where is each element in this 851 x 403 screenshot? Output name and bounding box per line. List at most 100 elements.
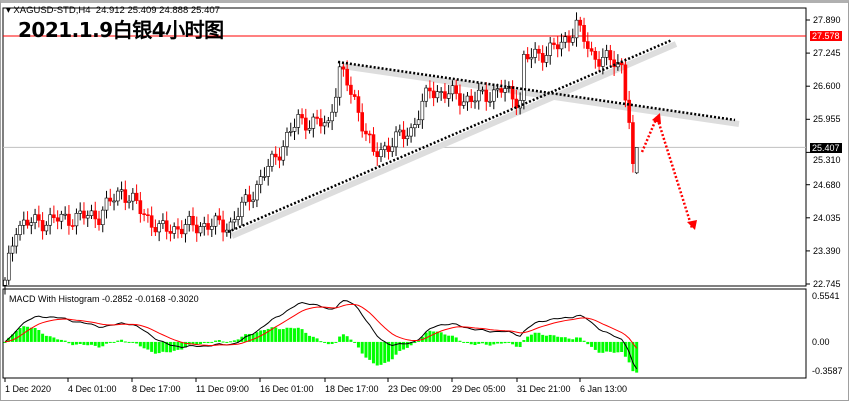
- price-axis-label: 23.390: [813, 245, 841, 256]
- macd-histogram-bar: [526, 336, 530, 342]
- macd-histogram-bar: [37, 329, 41, 342]
- bull-candle: [18, 225, 22, 235]
- bull-candle: [3, 279, 7, 286]
- dropdown-icon[interactable]: ▾: [6, 5, 14, 16]
- macd-histogram-bar: [387, 341, 391, 362]
- macd-histogram-bar: [398, 341, 402, 351]
- bear-candle: [25, 219, 30, 226]
- symbol-label: XAGUSD-STD,H4: [13, 5, 91, 16]
- bull-candle: [413, 124, 417, 129]
- macd-axis-label: -0.3587: [812, 366, 843, 376]
- macd-histogram-bar: [18, 328, 22, 342]
- bull-candle: [285, 132, 289, 147]
- symbol-header[interactable]: ▾ XAGUSD-STD,H4 24.912 25.409 24.888 25.…: [6, 5, 220, 16]
- bear-candle: [108, 197, 113, 202]
- macd-histogram-bar: [432, 331, 436, 342]
- bull-candle: [405, 135, 410, 140]
- bear-candle: [123, 189, 128, 203]
- bear-candle: [82, 210, 86, 219]
- price-axis-label: 22.745: [813, 279, 841, 289]
- bull-candle: [604, 50, 609, 58]
- bear-candle: [146, 214, 150, 217]
- trendline-shadow: [230, 41, 678, 239]
- macd-histogram-bar: [631, 341, 635, 372]
- bull-candle: [533, 48, 537, 58]
- price-axis-label: 25.955: [813, 114, 841, 125]
- macd-histogram-bar: [533, 332, 537, 342]
- bull-candle: [59, 213, 64, 222]
- resistance-trendline: [337, 60, 736, 122]
- macd-histogram-bar: [22, 326, 26, 342]
- time-axis-label: 29 Dec 05:00: [452, 384, 506, 394]
- signal-line: [4, 303, 638, 349]
- bear-candle: [540, 53, 545, 63]
- macd-histogram-bar: [447, 335, 451, 342]
- bear-candle: [499, 88, 504, 93]
- macd-histogram-bar: [199, 341, 203, 345]
- bull-candle: [281, 146, 286, 161]
- macd-histogram-bar: [52, 337, 56, 342]
- macd-histogram-bar: [578, 337, 582, 342]
- bull-candle: [446, 93, 451, 99]
- bear-candle: [40, 220, 45, 232]
- macd-histogram-bar: [593, 341, 597, 350]
- bull-candle: [397, 129, 402, 133]
- bull-candle: [44, 224, 49, 232]
- bull-candle: [330, 111, 334, 122]
- macd-histogram-bar: [131, 341, 135, 343]
- time-axis-label: 11 Dec 09:00: [196, 384, 249, 394]
- macd-histogram-bar: [195, 341, 199, 345]
- bull-candle: [74, 213, 79, 227]
- macd-histogram-bar: [473, 341, 477, 346]
- price-axis-label: 27.890: [813, 15, 841, 25]
- bear-candle: [52, 214, 56, 219]
- bear-candle: [578, 19, 583, 26]
- macd-histogram-bar: [383, 341, 387, 363]
- macd-histogram-bar: [503, 341, 507, 344]
- bull-candle: [112, 200, 116, 203]
- time-axis-label: 31 Dec 21:00: [517, 384, 571, 394]
- macd-histogram-bar: [44, 335, 48, 342]
- bull-candle: [439, 91, 443, 93]
- bull-candle: [480, 89, 485, 92]
- macd-histogram-bar: [353, 341, 357, 343]
- bull-candle: [307, 128, 312, 131]
- macd-histogram-bar: [605, 341, 609, 352]
- bull-candle: [258, 176, 263, 185]
- macd-histogram-bar: [308, 335, 312, 342]
- bear-candle: [375, 151, 380, 158]
- macd-histogram-bar: [559, 337, 563, 342]
- bull-candle: [450, 85, 455, 95]
- trendline-shadow: [341, 63, 740, 127]
- bull-candle: [544, 55, 549, 63]
- bear-candle: [386, 145, 391, 152]
- chart-title: 2021.1.9白银4小时图: [18, 18, 224, 42]
- macd-histogram-bar: [150, 341, 154, 352]
- bull-candle: [529, 57, 534, 60]
- macd-histogram-bar: [29, 327, 33, 342]
- macd-histogram-bar: [183, 341, 187, 348]
- macd-histogram-bar: [413, 341, 417, 344]
- bear-candle: [593, 50, 598, 60]
- macd-histogram-bar: [541, 334, 545, 342]
- bull-candle: [491, 89, 496, 102]
- bear-candle: [428, 87, 432, 92]
- macd-histogram-bar: [488, 341, 492, 346]
- macd-histogram-bar: [56, 339, 60, 342]
- macd-histogram-bar: [229, 341, 233, 343]
- bull-candle: [390, 146, 395, 152]
- macd-histogram-bar: [270, 327, 274, 342]
- bear-candle: [164, 220, 169, 232]
- macd-histogram-bar: [620, 341, 624, 352]
- bull-candle: [187, 215, 192, 225]
- price-axis-label: 24.680: [813, 179, 841, 190]
- bear-candle: [371, 134, 376, 152]
- macd-histogram-bar: [544, 335, 548, 342]
- macd-histogram-bar: [341, 334, 345, 342]
- arrow-head-icon: [687, 220, 697, 230]
- bull-candle: [334, 96, 338, 113]
- bull-candle: [574, 19, 579, 39]
- macd-histogram-bar: [338, 336, 342, 342]
- bull-candle: [48, 214, 52, 226]
